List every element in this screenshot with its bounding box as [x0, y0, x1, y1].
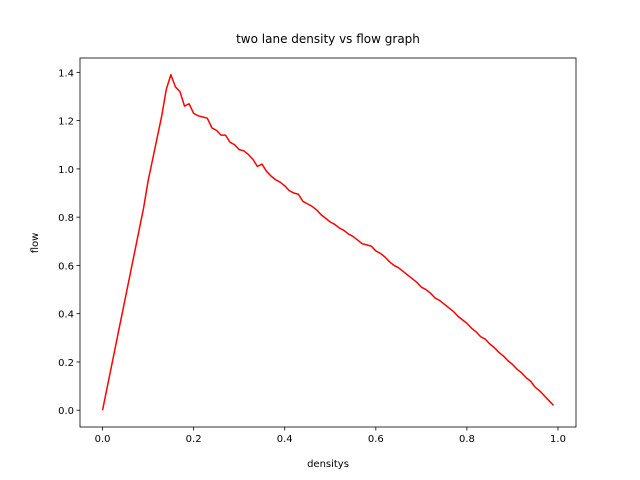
y-tick-label: 0.8: [58, 213, 74, 224]
x-tick-label: 0.6: [368, 434, 384, 445]
x-tick-label: 0.8: [459, 434, 475, 445]
y-tick-label: 1.0: [58, 165, 74, 176]
x-tick-label: 0.4: [277, 434, 293, 445]
x-tick-label: 0.2: [186, 434, 202, 445]
data-line: [101, 74, 554, 411]
x-axis-label: densitys: [307, 459, 349, 470]
y-tick-label: 0.6: [58, 261, 74, 272]
y-tick-label: 0.4: [58, 310, 74, 321]
x-tick-label: 0.0: [95, 434, 111, 445]
y-tick-label: 0.2: [58, 358, 74, 369]
chart-title: two lane density vs flow graph: [236, 32, 420, 46]
plot-frame: [79, 57, 577, 428]
y-axis-label: flow: [30, 233, 41, 254]
x-tick-label: 1.0: [550, 434, 566, 445]
y-tick-label: 0.0: [58, 406, 74, 417]
y-tick-label: 1.2: [58, 117, 74, 128]
y-tick-label: 1.4: [58, 68, 74, 79]
